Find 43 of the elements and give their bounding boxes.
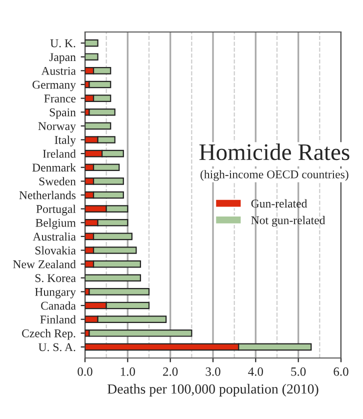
bar xyxy=(85,122,112,130)
y-tick-label: Denmark xyxy=(32,163,76,172)
y-tick-label: Belgium xyxy=(36,218,76,230)
y-tick-label: France xyxy=(44,94,76,103)
bar xyxy=(88,80,112,88)
legend-label: Gun-related xyxy=(251,199,308,208)
bar xyxy=(88,329,192,337)
bar xyxy=(85,39,98,47)
x-tick-label: 1.0 xyxy=(120,367,136,376)
text: (high-income OECD countries) xyxy=(200,170,348,181)
text: Homicide Rates xyxy=(199,144,350,160)
y-tick-label: Italy xyxy=(54,136,76,146)
y-tick-label: Czech Rep. xyxy=(22,329,76,340)
y-tick-label: S. Korea xyxy=(35,274,76,282)
y-tick-label: Ireland xyxy=(42,149,76,158)
bar xyxy=(85,53,98,61)
y-tick-label: New Zealand xyxy=(13,260,76,268)
y-tick-label: Portugal xyxy=(36,204,76,216)
y-tick-label: Sweden xyxy=(39,177,76,186)
y-tick-label: Austria xyxy=(41,66,76,75)
y-tick-label: U. K. xyxy=(50,39,76,48)
x-tick-label: 5.0 xyxy=(291,367,306,376)
y-tick-label: Australia xyxy=(32,232,76,241)
legend-label: Not gun-related xyxy=(251,216,326,227)
y-tick-label: Netherlands xyxy=(19,190,76,200)
bar xyxy=(88,288,150,296)
x-tick-label: 3.0 xyxy=(206,367,220,376)
y-tick-label: U. S. A. xyxy=(38,343,76,352)
y-tick-label: Hungary xyxy=(35,288,76,298)
x-tick-label: 0.0 xyxy=(78,367,92,376)
bar xyxy=(85,274,142,282)
x-tick-label: 4.0 xyxy=(248,367,264,376)
x-axis-title: Deaths per 100,000 population (2010) xyxy=(108,384,318,397)
y-tick-label: Japan xyxy=(49,53,76,64)
y-tick-label: Canada xyxy=(41,301,76,310)
y-tick-label: Finland xyxy=(40,315,76,324)
y-tick-label: Slovakia xyxy=(35,246,76,254)
y-tick-label: Spain xyxy=(50,108,76,119)
bar xyxy=(88,108,116,116)
x-tick-label: 2.0 xyxy=(163,367,178,376)
y-tick-label: Germany xyxy=(32,80,76,92)
x-tick-label: 6.0 xyxy=(334,367,348,376)
y-tick-label: Norway xyxy=(38,122,76,133)
